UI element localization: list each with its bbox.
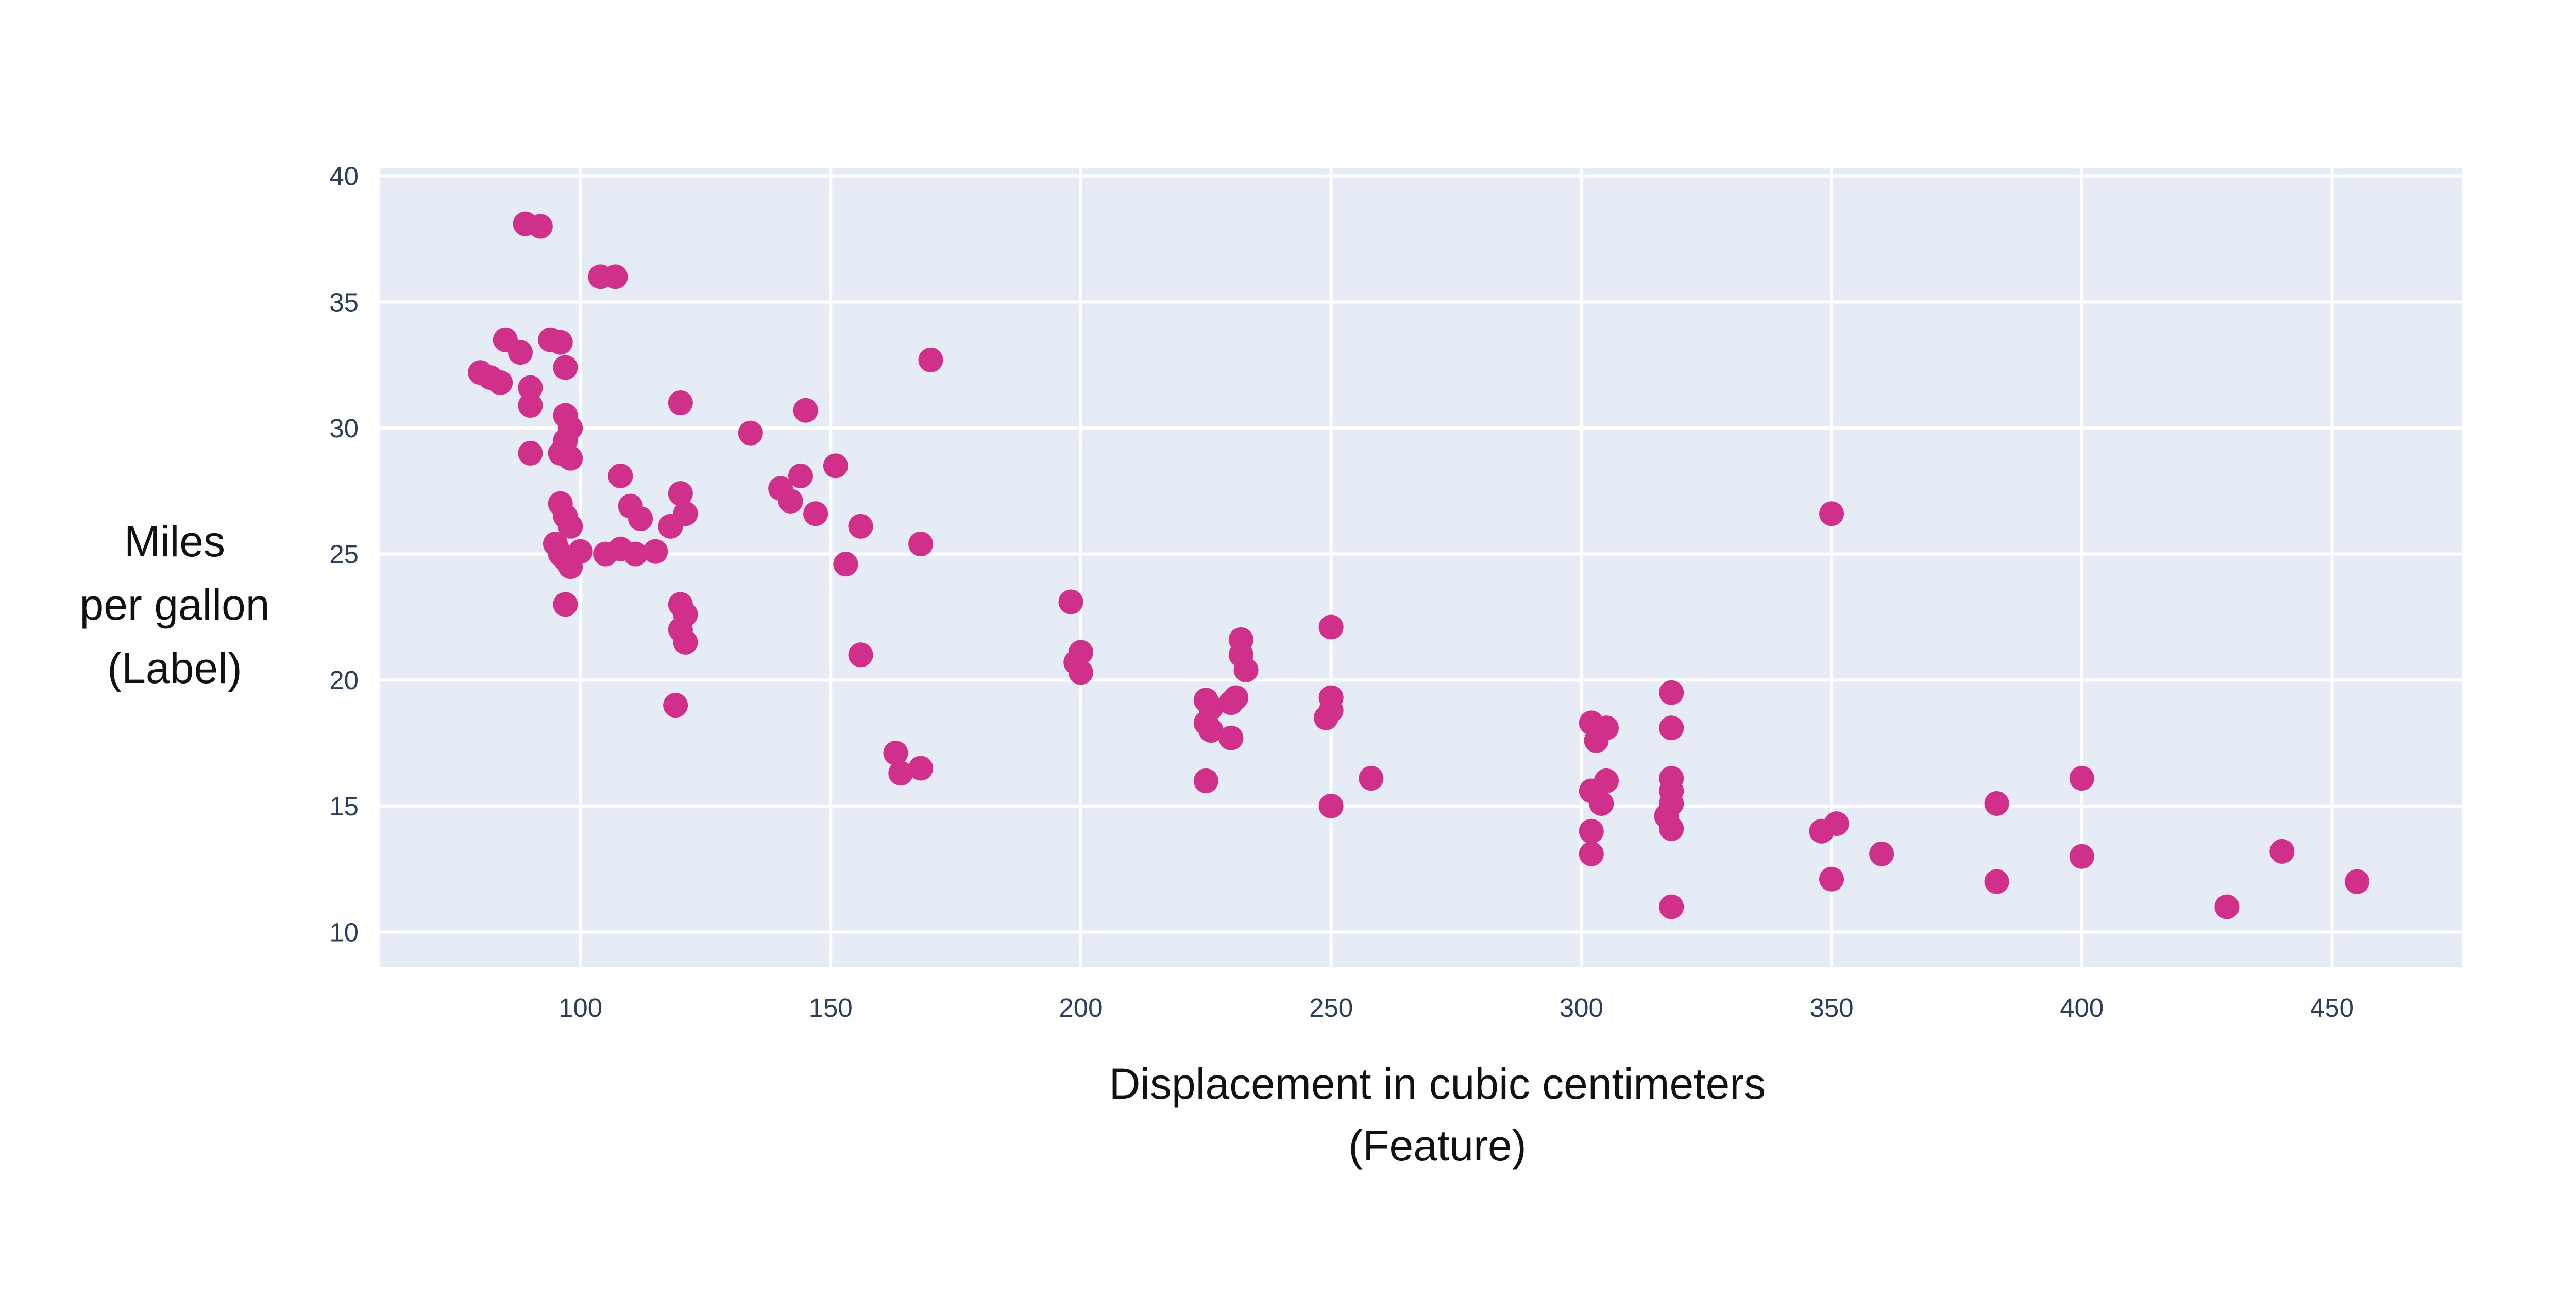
data-point — [1819, 501, 1844, 526]
data-point — [673, 501, 698, 526]
x-axis-title-line1: Displacement in cubic centimeters — [1109, 1060, 1766, 1108]
x-tick-label: 300 — [1560, 993, 1603, 1022]
data-point — [1984, 791, 2009, 816]
data-point — [1824, 811, 1849, 836]
data-point — [793, 398, 818, 423]
data-point — [553, 592, 578, 617]
data-point — [1193, 768, 1218, 793]
y-tick-label: 30 — [329, 414, 359, 443]
y-axis-title: Miles per gallon (Label) — [20, 510, 329, 700]
data-point — [558, 554, 583, 579]
data-point — [1869, 841, 1894, 866]
data-point — [738, 420, 763, 446]
y-tick-label: 25 — [329, 540, 359, 569]
x-axis-title-line2: (Feature) — [1348, 1122, 1527, 1170]
data-point — [1819, 866, 1844, 892]
data-point — [668, 390, 693, 416]
data-point — [2269, 839, 2295, 864]
data-point — [908, 756, 934, 781]
data-point — [918, 347, 943, 372]
data-point — [1659, 680, 1684, 705]
data-point — [1318, 614, 1344, 640]
data-point — [1659, 715, 1684, 741]
x-tick-label: 100 — [558, 993, 602, 1022]
data-point — [643, 539, 668, 564]
data-point — [628, 506, 653, 532]
data-point — [1579, 818, 1604, 844]
data-point — [548, 330, 573, 355]
data-point — [2345, 869, 2370, 894]
y-axis-title-line1: Miles — [124, 518, 226, 566]
data-point — [823, 453, 848, 479]
data-point — [848, 514, 873, 539]
data-point — [1589, 791, 1614, 816]
x-axis-title: Displacement in cubic centimeters (Featu… — [665, 1054, 2210, 1177]
y-axis-title-line3: (Label) — [107, 644, 242, 692]
data-point — [608, 463, 633, 488]
data-point — [1313, 705, 1338, 730]
data-point — [673, 629, 698, 655]
data-point — [668, 481, 693, 506]
data-point — [833, 552, 858, 577]
plot-area — [380, 168, 2462, 967]
data-point — [1659, 816, 1684, 841]
x-tick-label: 400 — [2060, 993, 2104, 1022]
data-point — [603, 264, 628, 289]
data-point — [2069, 844, 2094, 869]
data-point — [528, 214, 553, 239]
x-tick-label: 200 — [1059, 993, 1103, 1022]
data-point — [1233, 657, 1259, 682]
data-point — [1198, 718, 1224, 743]
y-tick-label: 10 — [329, 918, 359, 947]
data-point — [663, 693, 688, 718]
data-point — [558, 446, 583, 471]
data-point — [788, 463, 813, 488]
data-point — [518, 392, 543, 418]
data-point — [1218, 725, 1244, 750]
data-point — [2069, 766, 2094, 791]
x-tick-label: 350 — [1809, 993, 1853, 1022]
data-point — [1068, 660, 1093, 685]
y-tick-label: 40 — [329, 162, 359, 191]
x-tick-label: 450 — [2310, 993, 2354, 1022]
data-point — [623, 541, 648, 567]
data-point — [488, 370, 513, 395]
y-tick-label: 15 — [329, 792, 359, 821]
data-point — [518, 375, 543, 400]
data-point — [908, 532, 934, 557]
data-point — [888, 761, 913, 786]
data-point — [1359, 766, 1384, 791]
data-point — [2214, 894, 2240, 919]
x-tick-label: 150 — [809, 993, 853, 1022]
y-axis-title-line2: per gallon — [79, 581, 270, 629]
data-point — [1579, 841, 1604, 866]
y-tick-label: 20 — [329, 665, 359, 695]
data-point — [1224, 685, 1249, 710]
data-point — [778, 488, 803, 514]
data-point — [1584, 728, 1609, 753]
data-point — [1058, 589, 1083, 614]
data-point — [553, 355, 578, 380]
y-tick-label: 35 — [329, 287, 359, 317]
data-point — [883, 741, 908, 766]
data-point — [848, 642, 873, 668]
data-point — [1984, 869, 2009, 894]
data-point — [1318, 793, 1344, 818]
x-tick-label: 250 — [1309, 993, 1353, 1022]
data-point — [1659, 894, 1684, 919]
data-point — [518, 440, 543, 466]
data-point — [558, 514, 583, 539]
data-point — [507, 340, 533, 365]
data-point — [803, 501, 828, 526]
